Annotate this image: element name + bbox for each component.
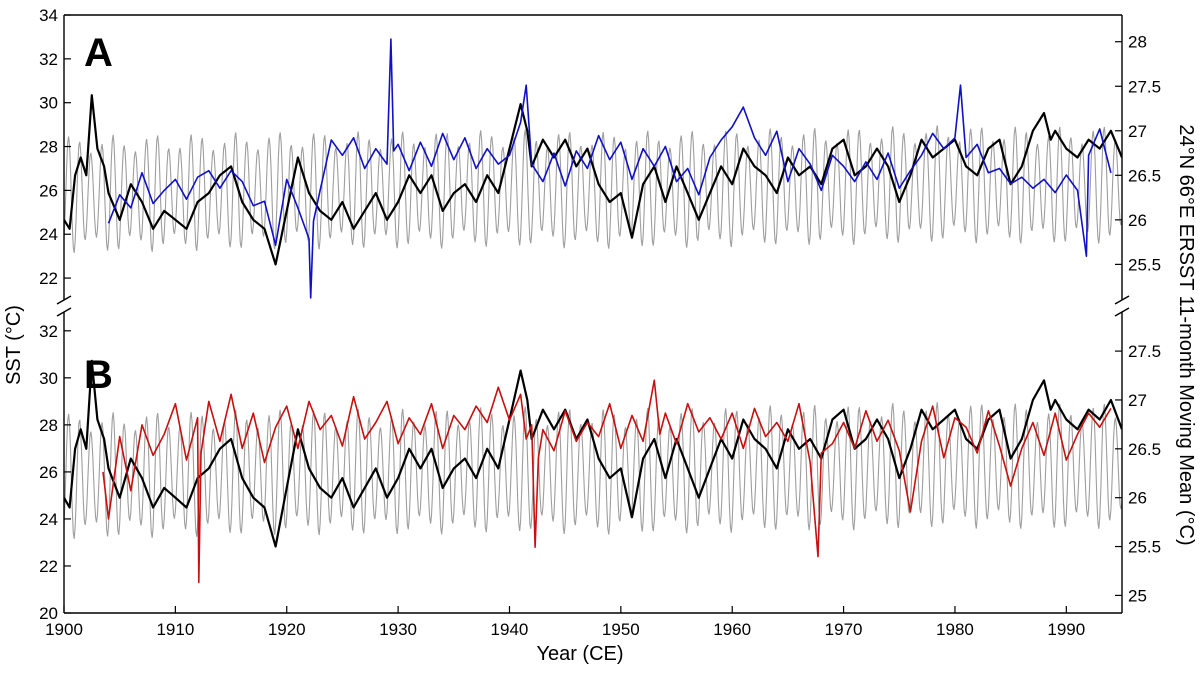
x-tick-label: 1990 bbox=[1047, 620, 1085, 639]
right-y-tick-label: 27.5 bbox=[1128, 77, 1161, 96]
left-y-tick-label: 24 bbox=[39, 510, 58, 529]
right-y-tick-label: 25.5 bbox=[1128, 255, 1161, 274]
right-y-tick-label: 26 bbox=[1128, 211, 1147, 230]
right-y-tick-label: 25.5 bbox=[1128, 538, 1161, 557]
right-y-tick-label: 26 bbox=[1128, 489, 1147, 508]
panel-b-proxy-sst-line bbox=[102, 379, 1112, 584]
left-axis-break-mark bbox=[56, 295, 72, 317]
panel-a-letter: A bbox=[84, 31, 113, 75]
left-y-tick-label: 26 bbox=[39, 181, 58, 200]
left-y-tick-label: 28 bbox=[39, 416, 58, 435]
x-tick-label: 1970 bbox=[825, 620, 863, 639]
left-y-tick-label: 34 bbox=[39, 6, 58, 25]
right-y-tick-label: 27.5 bbox=[1128, 342, 1161, 361]
left-y-axis-title: SST (°C) bbox=[3, 305, 25, 385]
x-tick-label: 1940 bbox=[491, 620, 529, 639]
left-y-tick-label: 30 bbox=[39, 369, 58, 388]
right-axis-break-mark bbox=[1114, 295, 1130, 317]
left-y-tick-label: 24 bbox=[39, 225, 58, 244]
left-y-tick-label: 22 bbox=[39, 269, 58, 288]
right-y-tick-label: 26.5 bbox=[1128, 440, 1161, 459]
labels-layer: Year (CE) SST (°C) 24°N 66°E ERSST 11-mo… bbox=[3, 31, 1197, 665]
panel-a-proxy-sst-line bbox=[107, 38, 1112, 299]
right-y-tick-label: 27 bbox=[1128, 391, 1147, 410]
right-y-tick-label: 28 bbox=[1128, 33, 1147, 52]
x-tick-label: 1930 bbox=[379, 620, 417, 639]
x-tick-label: 1980 bbox=[936, 620, 974, 639]
panel-b-letter: B bbox=[84, 353, 113, 397]
left-y-tick-label: 22 bbox=[39, 557, 58, 576]
right-y-axis-title: 24°N 66°E ERSST 11-month Moving Mean (°C… bbox=[1175, 124, 1197, 545]
panel-b-plot-area bbox=[64, 359, 1122, 584]
x-tick-label: 1910 bbox=[156, 620, 194, 639]
x-tick-label: 1920 bbox=[268, 620, 306, 639]
panel-a-plot-area bbox=[64, 38, 1122, 299]
panel-b-monthly-sst-line bbox=[64, 402, 1122, 539]
left-y-tick-label: 32 bbox=[39, 50, 58, 69]
right-y-tick-label: 27 bbox=[1128, 122, 1147, 141]
right-y-tick-label: 25 bbox=[1128, 586, 1147, 605]
left-y-tick-label: 30 bbox=[39, 94, 58, 113]
x-tick-label: 1960 bbox=[713, 620, 751, 639]
panel-a-monthly-sst-line bbox=[64, 125, 1122, 253]
left-y-tick-label: 20 bbox=[39, 604, 58, 623]
left-y-tick-label: 32 bbox=[39, 322, 58, 341]
left-y-tick-label: 28 bbox=[39, 138, 58, 157]
left-y-tick-label: 26 bbox=[39, 463, 58, 482]
axes-layer: 22 24 26 28 30 32 34 25.5 26 26.5 27 27.5 28 20 22 24 26… bbox=[39, 6, 1161, 639]
series-layer bbox=[64, 38, 1122, 584]
x-tick-label: 1900 bbox=[45, 620, 83, 639]
right-y-tick-label: 26.5 bbox=[1128, 166, 1161, 185]
x-axis-title: Year (CE) bbox=[536, 643, 623, 665]
x-tick-label: 1950 bbox=[602, 620, 640, 639]
